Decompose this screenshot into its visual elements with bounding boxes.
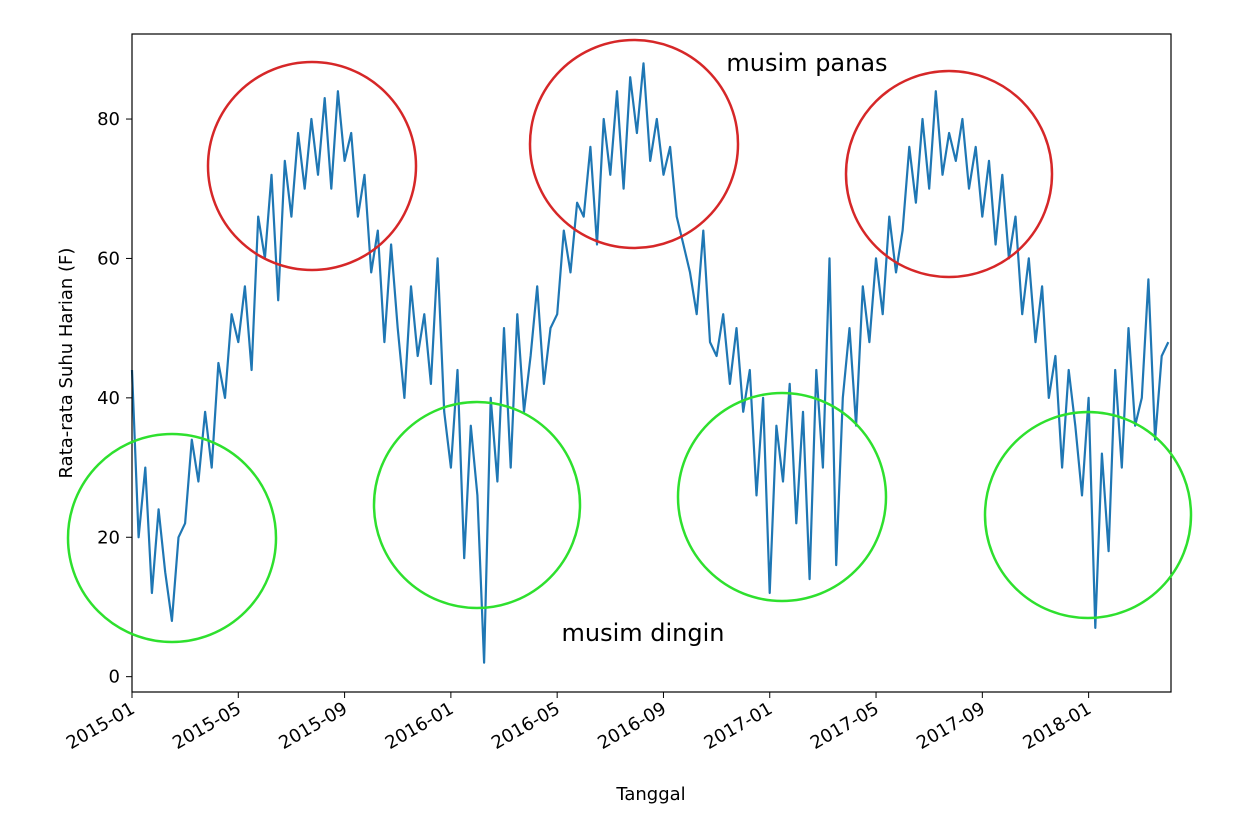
x-tick-label: 2018-01	[1019, 698, 1095, 754]
x-tick-label: 2015-05	[169, 698, 245, 754]
x-tick-label: 2017-01	[701, 698, 777, 754]
y-axis-label: Rata-rata Suhu Harian (F)	[56, 248, 77, 479]
y-tick-label: 40	[97, 388, 120, 409]
x-axis-label: Tanggal	[615, 784, 685, 805]
x-tick-label: 2016-01	[382, 698, 458, 754]
summer-circle	[528, 38, 740, 250]
x-tick-label: 2017-05	[807, 698, 883, 754]
summer-circle	[206, 60, 418, 272]
data-line	[130, 62, 1170, 664]
winter-circle	[372, 400, 582, 610]
y-tick-label: 80	[97, 109, 120, 130]
x-tick-label: 2015-09	[275, 698, 351, 754]
y-tick-label: 0	[109, 667, 120, 688]
plot-area	[130, 62, 1170, 664]
x-tick-label: 2015-01	[63, 698, 139, 754]
axes-frame	[131, 33, 1172, 693]
winter-circle	[676, 391, 888, 603]
annotation: musim dingin	[562, 619, 725, 647]
annotation: musim panas	[726, 49, 887, 77]
winter-circle	[983, 410, 1193, 620]
winter-circle	[66, 432, 278, 644]
y-tick-label: 20	[97, 527, 120, 548]
winter-circles	[66, 391, 1193, 644]
y-tick-label: 60	[97, 248, 120, 269]
x-tick-label: 2017-09	[913, 698, 989, 754]
x-tick-label: 2016-09	[594, 698, 670, 754]
summer-circles	[206, 38, 1054, 279]
x-tick-label: 2016-05	[488, 698, 564, 754]
summer-circle	[844, 69, 1054, 279]
